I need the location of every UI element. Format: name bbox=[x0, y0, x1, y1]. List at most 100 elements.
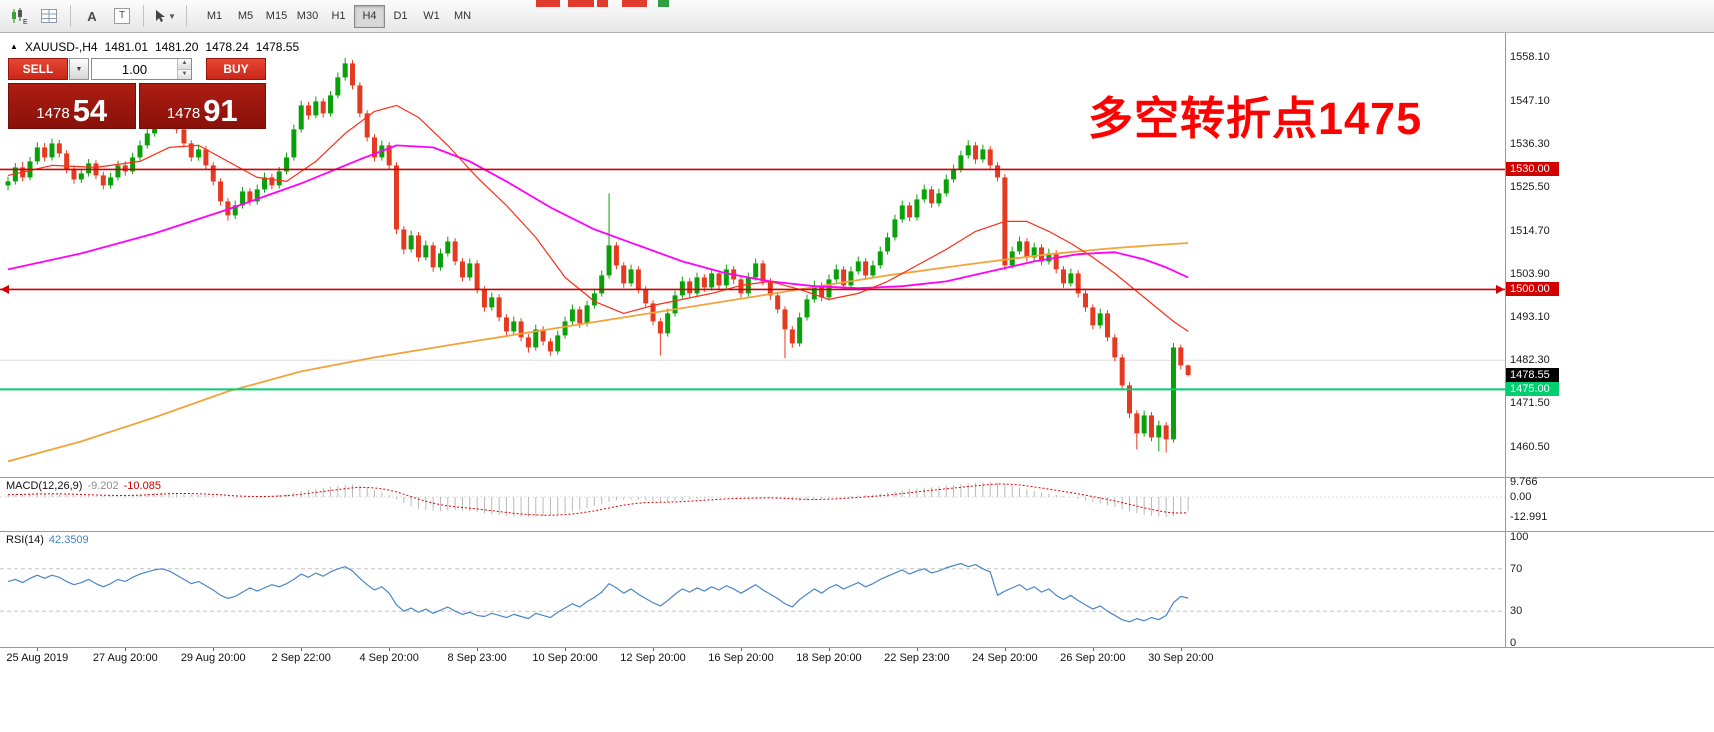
level-arrow-icon bbox=[0, 284, 9, 294]
timeframe-group: M1 M5 M15 M30 H1 H4 D1 W1 MN bbox=[199, 4, 478, 28]
chevron-down-icon: ▼ bbox=[75, 65, 83, 73]
candles bbox=[5, 57, 1191, 453]
low-value: 1478.24 bbox=[205, 40, 249, 54]
panel-divider bbox=[0, 477, 1714, 478]
cursor-glyph bbox=[156, 10, 166, 22]
rsi-panel-canvas[interactable] bbox=[0, 532, 1505, 647]
ma-fast-line bbox=[7, 104, 1189, 332]
open-value: 1481.01 bbox=[104, 40, 148, 54]
time-tick bbox=[916, 648, 918, 651]
clipped-header-fragment bbox=[622, 0, 647, 7]
time-tick bbox=[477, 648, 479, 651]
timeframe-button-D1[interactable]: D1 bbox=[393, 9, 408, 22]
chart-ohlc-header: ▲ XAUUSD-,H4 1481.01 1481.20 1478.24 1478.55 bbox=[10, 40, 306, 54]
time-label: 10 Sep 20:00 bbox=[532, 652, 598, 664]
price-axis-label: 1503.90 bbox=[1510, 267, 1550, 280]
volume-up-button[interactable]: ▲ bbox=[178, 59, 191, 70]
time-label: 26 Sep 20:00 bbox=[1060, 652, 1126, 664]
macd-axis-label: -12.991 bbox=[1510, 511, 1548, 524]
time-label: 30 Sep 20:00 bbox=[1148, 652, 1214, 664]
candlestick-chart-icon[interactable]: E bbox=[5, 4, 33, 28]
ma-slow-line bbox=[7, 242, 1189, 463]
sell-button[interactable]: SELL bbox=[8, 58, 68, 80]
price-chart-canvas[interactable] bbox=[0, 33, 1505, 477]
volume-down-button[interactable]: ▼ bbox=[178, 69, 191, 79]
sell-price-main: 1478 bbox=[36, 105, 70, 122]
price-axis-label: 1493.10 bbox=[1510, 311, 1550, 323]
volume-box: ▲ ▼ bbox=[91, 58, 192, 80]
time-tick bbox=[1092, 648, 1094, 651]
toolbar-separator bbox=[70, 5, 71, 27]
text-tool-icon[interactable]: T bbox=[108, 4, 136, 28]
toolbar: E A T ▼ M1 M5 M15 M30 H1 H4 D1 W1 MN bbox=[0, 0, 1714, 33]
volume-stepper: ▲ ▼ bbox=[177, 59, 191, 79]
high-value: 1481.20 bbox=[155, 40, 199, 54]
time-label: 25 Aug 2019 bbox=[6, 652, 69, 664]
sell-price-pips: 54 bbox=[72, 93, 108, 128]
macd-axis-label: 0.00 bbox=[1510, 491, 1532, 503]
sell-price-display[interactable]: 1478 54 bbox=[8, 83, 136, 129]
time-tick bbox=[565, 648, 567, 651]
time-label: 22 Sep 23:00 bbox=[884, 652, 950, 664]
timeframe-button-H4[interactable]: H4 bbox=[354, 4, 385, 28]
macd-panel-canvas[interactable] bbox=[0, 478, 1505, 531]
time-label: 24 Sep 20:00 bbox=[972, 652, 1038, 664]
text-tool-glyph: T bbox=[114, 8, 130, 24]
price-axis-label: 1482.30 bbox=[1510, 354, 1550, 367]
buy-price-main: 1478 bbox=[166, 105, 201, 122]
time-tick bbox=[301, 648, 303, 651]
time-label: 8 Sep 23:00 bbox=[447, 652, 507, 664]
buy-price-pips: 91 bbox=[203, 93, 238, 128]
price-badge-1475.00: 1475.00 bbox=[1506, 382, 1559, 397]
timeframe-button-W1[interactable]: W1 bbox=[423, 9, 440, 22]
macd-main-value: -9.202 bbox=[87, 480, 119, 492]
timeframe-button-MN[interactable]: MN bbox=[453, 9, 472, 22]
rsi-name: RSI(14) bbox=[6, 534, 44, 546]
ma-mid-line bbox=[7, 144, 1189, 290]
volume-input[interactable] bbox=[92, 59, 177, 79]
panel-divider bbox=[0, 531, 1714, 532]
price-axis[interactable]: 1558.10 1547.10 1536.30 1525.50 1514.70 1503.… bbox=[1505, 0, 1714, 666]
price-badge-1500.00: 1500.00 bbox=[1506, 282, 1559, 297]
time-label: 29 Aug 20:00 bbox=[180, 652, 246, 664]
price-axis-border bbox=[1505, 33, 1506, 648]
time-tick bbox=[828, 648, 830, 651]
cursor-tool-icon[interactable]: ▼ bbox=[151, 4, 179, 28]
price-axis-label: 1547.10 bbox=[1510, 95, 1550, 107]
chart-text-annotation: 多空转折点1475 bbox=[1088, 93, 1423, 144]
timeframe-button-M5[interactable]: M5 bbox=[237, 9, 254, 22]
macd-label: MACD(12,26,9) -9.202 -10.085 bbox=[6, 480, 161, 492]
price-axis-label: 1525.50 bbox=[1510, 181, 1550, 194]
time-label: 4 Sep 20:00 bbox=[359, 652, 419, 664]
time-tick bbox=[1004, 648, 1006, 651]
macd-histogram bbox=[7, 481, 1189, 518]
timeframe-button-M30[interactable]: M30 bbox=[296, 9, 319, 22]
candlestick-glyph: E bbox=[11, 7, 28, 25]
level-arrow-icon bbox=[1496, 284, 1505, 294]
rsi-label: RSI(14) 42.3509 bbox=[6, 534, 89, 546]
rsi-line bbox=[7, 562, 1189, 623]
buy-button[interactable]: BUY bbox=[206, 58, 266, 80]
rsi-axis-label: 0 bbox=[1510, 637, 1517, 649]
timeframe-button-H1[interactable]: H1 bbox=[331, 9, 346, 22]
buy-price-display[interactable]: 1478 91 bbox=[138, 83, 266, 129]
clipped-header-fragment bbox=[536, 0, 560, 7]
price-axis-label: 1536.30 bbox=[1510, 138, 1550, 151]
time-label: 27 Aug 20:00 bbox=[92, 652, 158, 664]
order-type-dropdown[interactable]: ▼ bbox=[69, 58, 89, 80]
price-badge-1478.55: 1478.55 bbox=[1506, 368, 1559, 383]
grid-icon[interactable] bbox=[35, 4, 63, 28]
time-axis[interactable]: 25 Aug 2019 27 Aug 20:00 29 Aug 20:00 2 Sep… bbox=[0, 648, 1505, 666]
timeframe-button-M15[interactable]: M15 bbox=[265, 9, 288, 22]
price-axis-label: 1471.50 bbox=[1510, 397, 1550, 410]
one-click-trading-panel: SELL ▼ ▲ ▼ BUY 1478 54 1478 91 bbox=[8, 58, 266, 129]
timeframe-button-M1[interactable]: M1 bbox=[206, 9, 223, 22]
time-label: 2 Sep 22:00 bbox=[271, 652, 331, 664]
panel-divider bbox=[0, 647, 1714, 648]
time-tick bbox=[37, 648, 39, 651]
macd-signal-line bbox=[7, 483, 1189, 516]
chart-window-icon: ▲ bbox=[10, 42, 18, 51]
price-axis-label: 1460.50 bbox=[1510, 441, 1550, 454]
font-tool-icon[interactable]: A bbox=[87, 8, 97, 24]
